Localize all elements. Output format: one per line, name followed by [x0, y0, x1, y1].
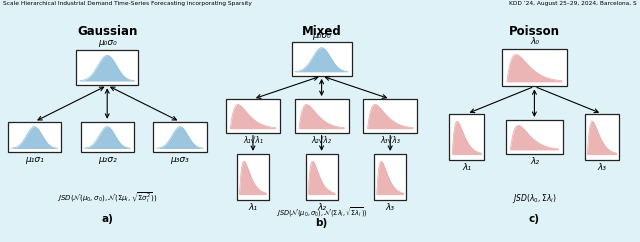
Text: μ₁σ₁: μ₁σ₁	[25, 155, 44, 164]
Text: $JSD(\mathcal{N}(\mu_0,\sigma_0), \mathcal{N}(\Sigma\mu_i, \sqrt{\Sigma\sigma_i^: $JSD(\mathcal{N}(\mu_0,\sigma_0), \mathc…	[57, 190, 157, 205]
FancyBboxPatch shape	[292, 42, 351, 76]
Text: λ₁√λ₁: λ₁√λ₁	[243, 135, 263, 144]
Text: λ₃: λ₃	[386, 203, 395, 212]
Text: Poisson: Poisson	[509, 25, 560, 38]
Text: KDD ’24, August 25–29, 2024, Barcelona, S: KDD ’24, August 25–29, 2024, Barcelona, …	[509, 1, 637, 6]
FancyBboxPatch shape	[81, 122, 134, 152]
FancyBboxPatch shape	[449, 114, 484, 160]
FancyBboxPatch shape	[506, 120, 563, 154]
Text: λ₂: λ₂	[317, 203, 326, 212]
FancyBboxPatch shape	[154, 122, 207, 152]
Text: λ₂: λ₂	[530, 157, 539, 166]
Text: $JSD(\lambda_0, \Sigma\lambda_i)$: $JSD(\lambda_0, \Sigma\lambda_i)$	[512, 191, 557, 204]
Text: c): c)	[529, 214, 540, 224]
Text: Scale Hierarchical Industrial Demand Time-Series Forecasting incorporating Spars: Scale Hierarchical Industrial Demand Tim…	[3, 1, 252, 6]
Text: μ₀σ₀: μ₀σ₀	[98, 38, 116, 47]
Text: μ₃σ₃: μ₃σ₃	[171, 155, 189, 164]
FancyBboxPatch shape	[8, 122, 61, 152]
Text: λ₃: λ₃	[598, 163, 607, 172]
FancyBboxPatch shape	[584, 114, 620, 160]
FancyBboxPatch shape	[226, 99, 280, 133]
FancyBboxPatch shape	[305, 154, 338, 200]
Text: $JSD(\mathcal{N}(\mu_0,\sigma_0), \mathcal{N}(\Sigma\lambda_i, \sqrt{\Sigma\lamb: $JSD(\mathcal{N}(\mu_0,\sigma_0), \mathc…	[276, 206, 367, 219]
FancyBboxPatch shape	[76, 50, 138, 85]
Text: λ₁: λ₁	[248, 203, 257, 212]
FancyBboxPatch shape	[294, 99, 349, 133]
FancyBboxPatch shape	[502, 48, 567, 86]
Text: μ₀σ₀: μ₀σ₀	[312, 31, 331, 40]
FancyBboxPatch shape	[363, 99, 417, 133]
Text: Mixed: Mixed	[301, 25, 342, 38]
Text: λ₁: λ₁	[462, 163, 471, 172]
Text: λ₀: λ₀	[530, 37, 539, 46]
Text: b): b)	[316, 218, 328, 228]
Text: λ₂√λ₂: λ₂√λ₂	[312, 135, 332, 144]
Text: Gaussian: Gaussian	[77, 25, 138, 38]
FancyBboxPatch shape	[237, 154, 269, 200]
Text: μ₂σ₂: μ₂σ₂	[98, 155, 116, 164]
FancyBboxPatch shape	[374, 154, 406, 200]
Text: λ₃√λ₃: λ₃√λ₃	[380, 135, 400, 144]
Text: a): a)	[101, 214, 113, 224]
